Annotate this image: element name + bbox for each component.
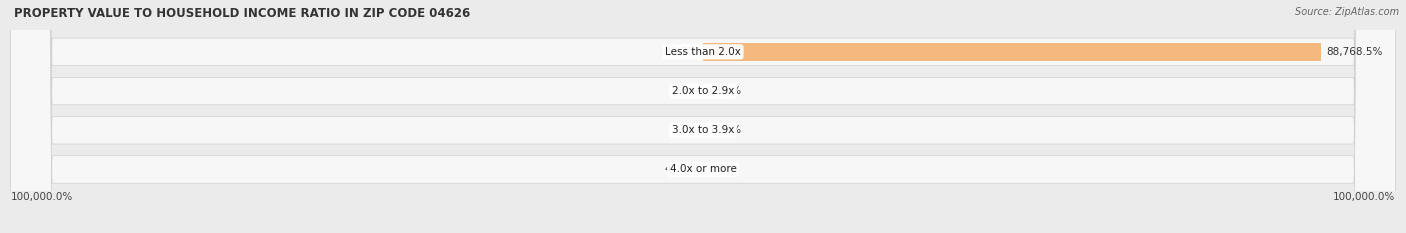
Text: 3.3%: 3.3% xyxy=(709,164,735,175)
Text: 4.0x or more: 4.0x or more xyxy=(669,164,737,175)
Text: 3.5%: 3.5% xyxy=(671,86,697,96)
Text: 100,000.0%: 100,000.0% xyxy=(1333,192,1396,202)
Text: Less than 2.0x: Less than 2.0x xyxy=(665,47,741,57)
Text: 15.2%: 15.2% xyxy=(709,125,742,135)
Bar xyxy=(703,43,1320,61)
Text: 40.7%: 40.7% xyxy=(664,47,697,57)
Text: 9.7%: 9.7% xyxy=(671,125,697,135)
Text: 2.0x to 2.9x: 2.0x to 2.9x xyxy=(672,86,734,96)
Text: 100,000.0%: 100,000.0% xyxy=(10,192,73,202)
FancyBboxPatch shape xyxy=(10,0,1396,233)
Text: PROPERTY VALUE TO HOUSEHOLD INCOME RATIO IN ZIP CODE 04626: PROPERTY VALUE TO HOUSEHOLD INCOME RATIO… xyxy=(14,7,471,20)
Text: Source: ZipAtlas.com: Source: ZipAtlas.com xyxy=(1295,7,1399,17)
Text: 88,768.5%: 88,768.5% xyxy=(1326,47,1382,57)
Text: 46.0%: 46.0% xyxy=(664,164,697,175)
FancyBboxPatch shape xyxy=(10,0,1396,233)
Legend: Without Mortgage, With Mortgage: Without Mortgage, With Mortgage xyxy=(595,229,811,233)
Text: 48.9%: 48.9% xyxy=(709,86,742,96)
Text: 3.0x to 3.9x: 3.0x to 3.9x xyxy=(672,125,734,135)
FancyBboxPatch shape xyxy=(10,0,1396,233)
FancyBboxPatch shape xyxy=(10,0,1396,233)
